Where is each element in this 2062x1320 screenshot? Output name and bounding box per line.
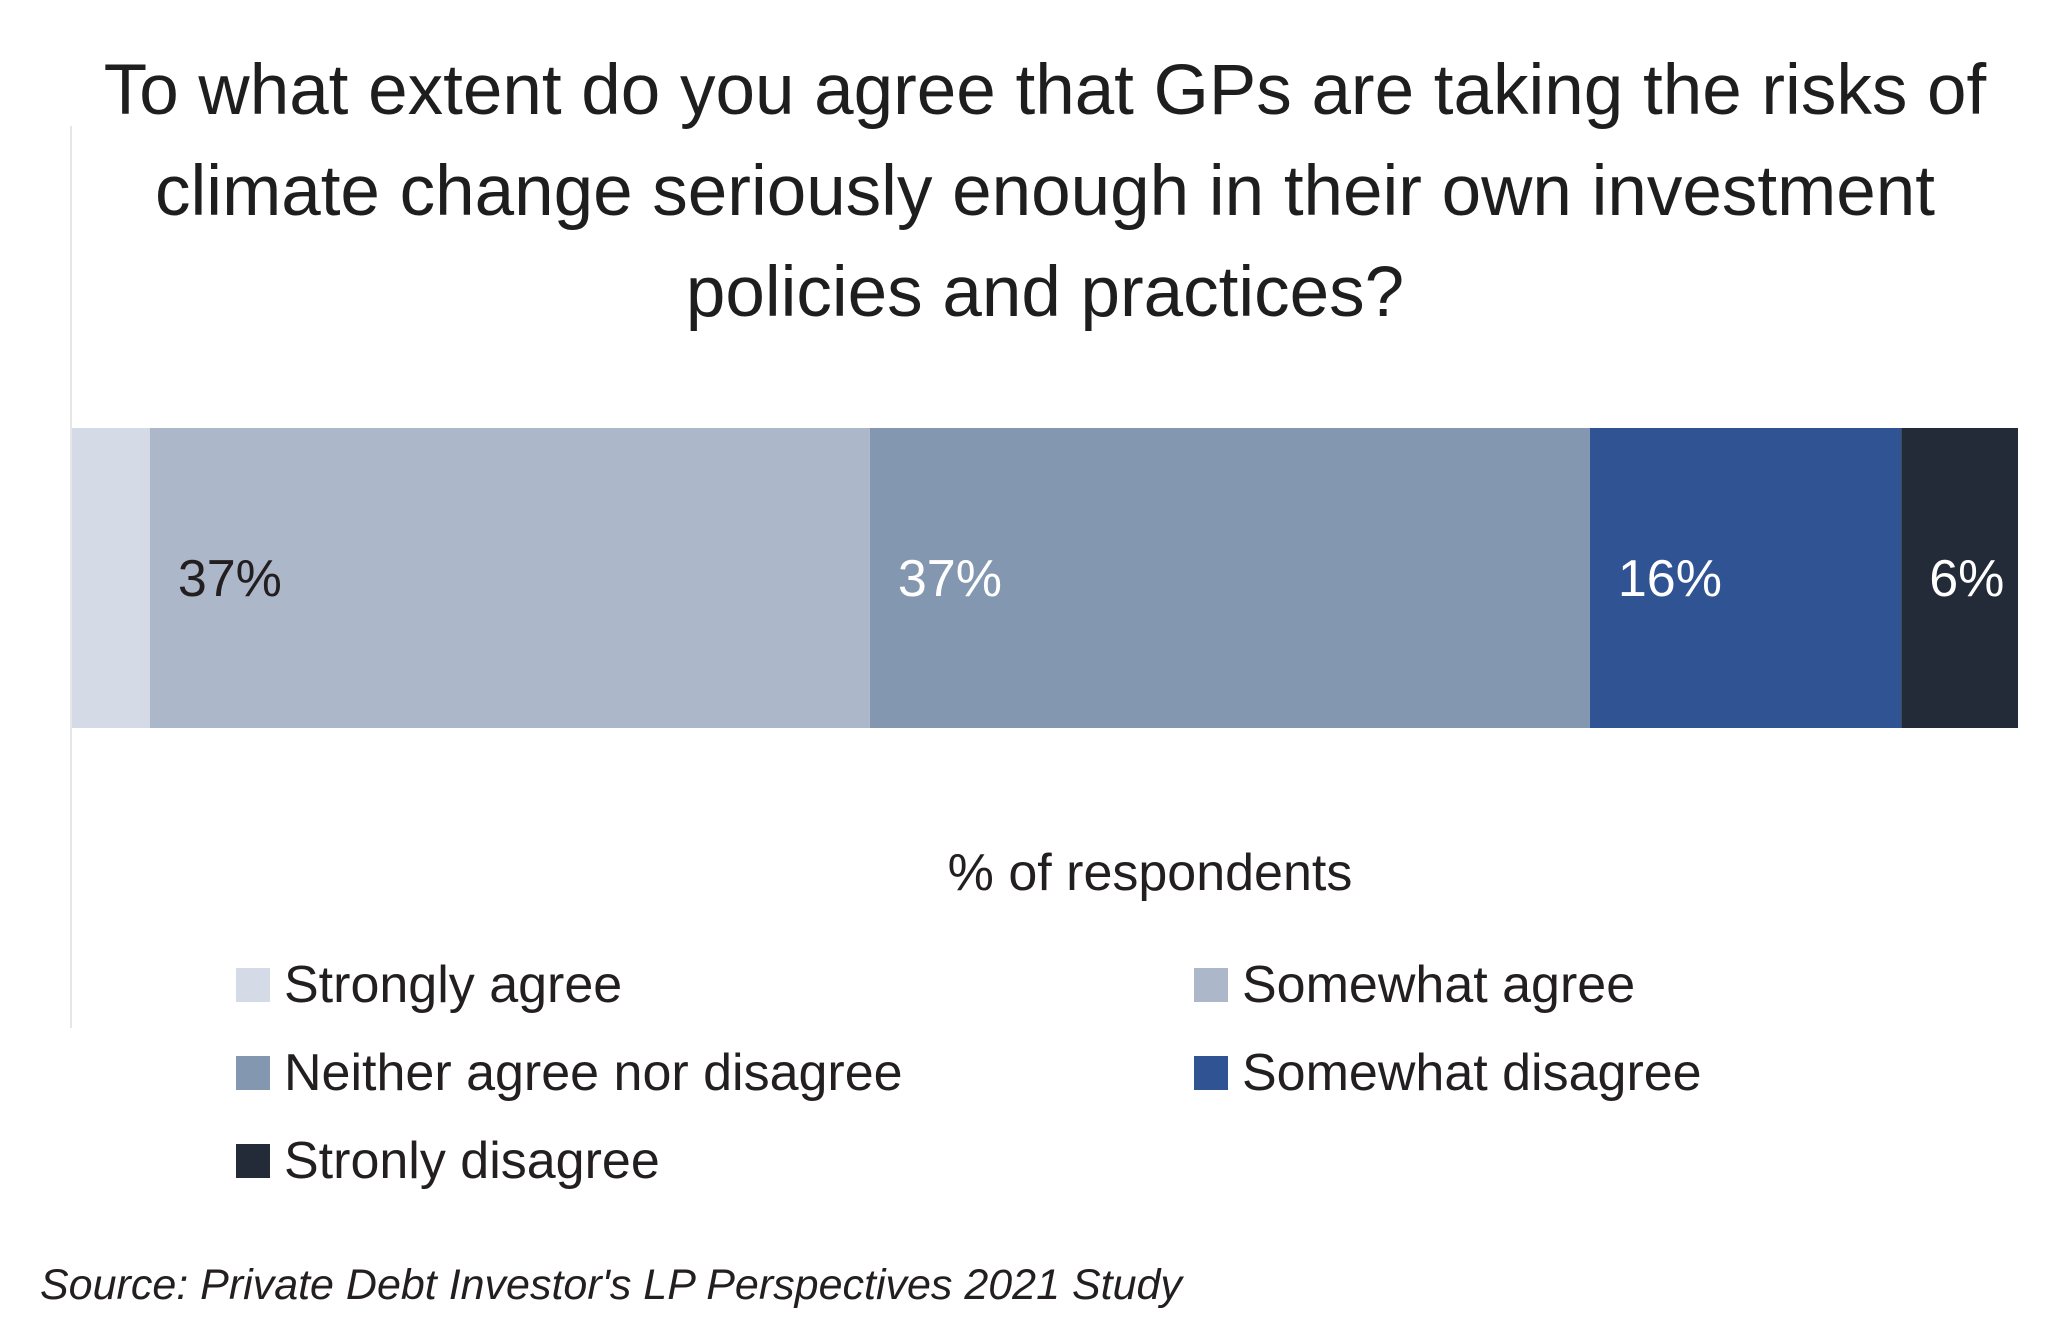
x-axis-label: % of respondents	[947, 844, 1353, 902]
legend-item: Stronly disagree	[236, 1126, 660, 1196]
bar-segment-2	[869, 428, 1590, 728]
legend-item: Strongly agree	[236, 950, 622, 1020]
legend-swatch	[236, 1144, 270, 1178]
axis-line	[70, 126, 72, 1028]
legend-swatch	[1194, 1056, 1228, 1090]
legend-label: Somewhat disagree	[1242, 1044, 1702, 1102]
data-label-3: 16%	[1618, 550, 1722, 608]
source-note: Source: Private Debt Investor's LP Persp…	[40, 1261, 1182, 1309]
legend-swatch	[236, 968, 270, 1002]
legend-item: Neither agree nor disagree	[236, 1038, 903, 1108]
legend-label: Somewhat agree	[1242, 956, 1636, 1014]
bar-segment-4	[1901, 428, 2018, 728]
data-label-2: 37%	[898, 550, 1002, 608]
legend-label: Stronly disagree	[284, 1132, 660, 1190]
chart-title: To what extent do you agree that GPs are…	[103, 51, 1987, 332]
data-label-4: 6%	[1929, 550, 2004, 608]
bar-segment-3	[1589, 428, 1902, 728]
bar-segment-1	[149, 428, 870, 728]
legend-item: Somewhat agree	[1194, 950, 1635, 1020]
legend-label: Strongly agree	[284, 956, 623, 1014]
data-label-1: 37%	[178, 550, 282, 608]
bar-segment-0	[72, 428, 150, 728]
legend-item: Somewhat disagree	[1194, 1038, 1702, 1108]
legend-label: Neither agree nor disagree	[284, 1044, 903, 1102]
legend-swatch	[1194, 968, 1228, 1002]
legend-swatch	[236, 1056, 270, 1090]
chart-legend: Strongly agree Somewhat agree Neither agre…	[236, 950, 1836, 1220]
